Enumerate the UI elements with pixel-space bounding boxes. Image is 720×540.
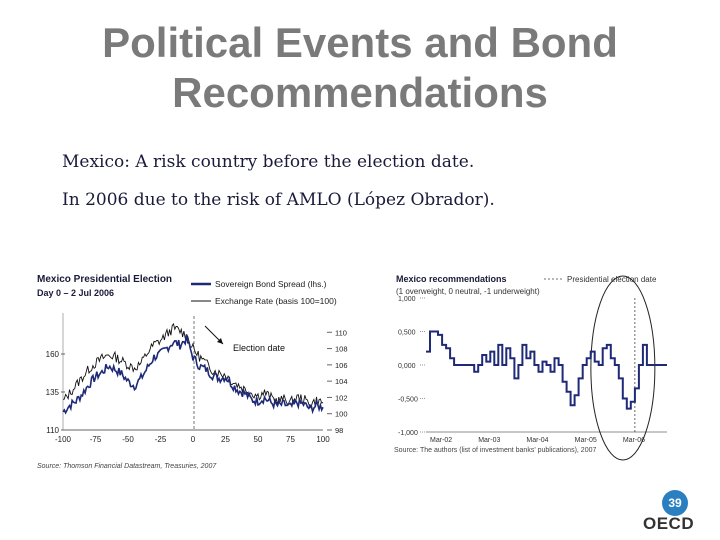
x-tick-3: -25 xyxy=(155,435,167,444)
x-tick-5: 25 xyxy=(221,435,230,444)
x-tick-0: -100 xyxy=(55,435,72,444)
series-recommendation xyxy=(426,330,667,410)
rec-x-tick-1: Mar-03 xyxy=(478,437,500,444)
legend-label-fx: Exchange Rate (basis 100=100) xyxy=(215,296,337,306)
rec-y-tick-2: 0,000 xyxy=(398,363,416,370)
y-left-tick-2: 160 xyxy=(46,350,60,359)
left-chart-title: Mexico Presidential Election xyxy=(37,274,172,285)
page-number-badge: 39 xyxy=(662,490,688,516)
y-right-tick-3: 104 xyxy=(335,377,348,386)
election-highlight-circle xyxy=(590,275,656,461)
y-right-tick-5: 108 xyxy=(335,345,348,354)
rec-y-tick-4: -1,000 xyxy=(398,430,418,437)
recommendations-chart: Mexico recommendations (1 overweight, 0 … xyxy=(396,274,667,461)
title-line-1: Political Events and Bond xyxy=(102,19,618,66)
left-y-tick-labels: 110 135 160 xyxy=(46,350,60,435)
rec-x-tick-2: Mar-04 xyxy=(526,437,548,444)
right-chart-source: Source: The authors (list of investment … xyxy=(394,447,597,454)
x-tick-1: -75 xyxy=(90,435,102,444)
rec-y-tick-0: 1,000 xyxy=(398,296,416,303)
title-line-2: Recommendations xyxy=(172,69,548,116)
oecd-logo: OECD xyxy=(643,514,695,533)
body-text-line-1: Mexico: A risk country before the electi… xyxy=(62,152,475,172)
rec-y-tick-1: 0,500 xyxy=(398,330,416,337)
left-chart-subtitle: Day 0 – 2 Jul 2006 xyxy=(37,288,114,298)
right-chart-title: Mexico recommendations xyxy=(396,274,507,284)
y-right-tick-1: 100 xyxy=(335,410,348,419)
x-tick-7: 75 xyxy=(286,435,295,444)
y-left-tick-1: 135 xyxy=(46,388,60,397)
x-tick-4: 0 xyxy=(191,435,196,444)
legend-label-election: Presidential election date xyxy=(567,275,657,284)
left-chart-gridlines xyxy=(61,331,332,431)
body-text-line-2: In 2006 due to the risk of AMLO (López O… xyxy=(62,190,495,210)
right-y-tick-labels: 98 100 102 104 106 108 110 xyxy=(335,328,348,435)
y-right-tick-2: 102 xyxy=(335,393,348,402)
x-tick-8: 100 xyxy=(316,435,330,444)
presidential-election-chart: Mexico Presidential Election Day 0 – 2 J… xyxy=(37,274,348,444)
annotation-arrowhead xyxy=(217,338,223,344)
annotation-election-date: Election date xyxy=(233,343,285,353)
y-right-tick-6: 110 xyxy=(335,328,347,337)
rec-x-tick-4: Mar-06 xyxy=(623,437,645,444)
x-tick-2: -50 xyxy=(122,435,134,444)
x-tick-6: 50 xyxy=(254,435,263,444)
left-chart-source: Source: Thomson Financial Datastream, Tr… xyxy=(37,463,217,470)
rec-x-tick-0: Mar-02 xyxy=(430,437,452,444)
y-left-tick-0: 110 xyxy=(46,426,59,435)
right-y-tick-labels: 1,000 0,500 0,000 -0,500 -1,000 xyxy=(398,296,418,437)
left-x-tick-labels: -100 -75 -50 -25 0 25 50 75 100 xyxy=(55,435,330,444)
series-sovereign-bond-spread xyxy=(62,334,324,415)
slide-title: Political Events and Bond Recommendation… xyxy=(0,18,720,118)
series-exchange-rate xyxy=(62,322,324,409)
y-right-tick-0: 98 xyxy=(335,426,343,435)
right-chart-subtitle: (1 overweight, 0 neutral, -1 underweight… xyxy=(396,287,540,296)
right-x-tick-labels: Mar-02 Mar-03 Mar-04 Mar-05 Mar-06 xyxy=(430,437,645,444)
legend-label-bond: Sovereign Bond Spread (lhs.) xyxy=(215,279,327,289)
rec-x-tick-3: Mar-05 xyxy=(575,437,597,444)
y-right-tick-4: 106 xyxy=(335,361,348,370)
rec-y-tick-3: -0,500 xyxy=(398,397,418,404)
right-chart-gridlines xyxy=(420,297,425,433)
